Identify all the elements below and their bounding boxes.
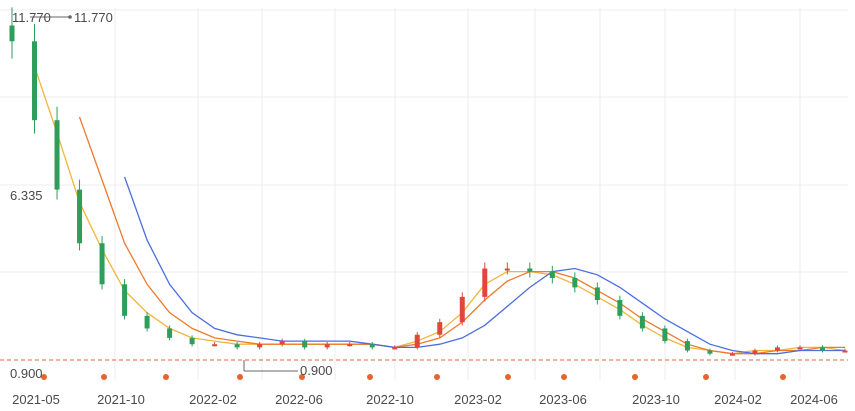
min-price-label: 0.900 <box>10 366 43 381</box>
x-axis-tick-label: 2021-05 <box>12 392 60 407</box>
mid-price-label: 6.335 <box>10 188 43 203</box>
candle-body <box>639 315 645 329</box>
event-marker-dot <box>632 374 638 380</box>
candle-body <box>842 350 848 353</box>
candle-body <box>797 347 803 350</box>
event-marker-dot <box>780 374 786 380</box>
candle-body <box>392 347 398 350</box>
event-markers <box>41 374 786 380</box>
candle-body <box>414 334 420 348</box>
candle-body <box>302 341 308 348</box>
event-marker-dot <box>561 374 567 380</box>
x-axis-tick-label: 2024-06 <box>790 392 838 407</box>
candle-body <box>549 271 555 278</box>
candle-body <box>774 347 780 351</box>
event-marker-dot <box>703 374 709 380</box>
grid-lines <box>0 8 848 380</box>
candle-body <box>594 287 600 301</box>
candle-body <box>504 268 510 271</box>
moving-average-line <box>33 66 846 355</box>
candle-body <box>324 344 330 348</box>
candle-body <box>572 277 578 288</box>
candle-body <box>212 344 218 347</box>
candle-body <box>662 328 668 342</box>
candle-body <box>234 344 240 348</box>
candle-body <box>122 284 128 316</box>
candle-body <box>729 353 735 356</box>
event-marker-dot <box>163 374 169 380</box>
x-axis-tick-label: 2023-10 <box>632 392 680 407</box>
x-axis-tick-label: 2024-02 <box>714 392 762 407</box>
candle-body <box>167 328 173 338</box>
x-axis-tick-label: 2021-10 <box>97 392 145 407</box>
candle-body <box>77 189 83 244</box>
moving-average-lines <box>33 66 846 355</box>
candlesticks <box>9 7 848 356</box>
candle-body <box>819 347 825 351</box>
candle-body <box>99 243 105 285</box>
x-axis-tick-labels: 2021-05 2021-10 2022-02 2022-06 2022-10 2023-… <box>12 392 838 407</box>
event-marker-dot <box>41 374 47 380</box>
event-marker-dot <box>237 374 243 380</box>
candle-body <box>54 120 60 190</box>
candle-body <box>369 344 375 348</box>
x-axis-tick-label: 2022-02 <box>189 392 237 407</box>
min-price-annotation: 0.900 <box>300 363 333 378</box>
x-axis-tick-label: 2023-06 <box>539 392 587 407</box>
candle-body <box>707 350 713 354</box>
candle-body <box>347 344 353 347</box>
candle-body <box>684 341 690 351</box>
event-marker-dot <box>101 374 107 380</box>
event-marker-dot <box>434 374 440 380</box>
event-marker-dot <box>367 374 373 380</box>
x-axis-tick-label: 2022-10 <box>366 392 414 407</box>
candle-body <box>617 300 623 316</box>
moving-average-line <box>123 176 845 355</box>
candle-body <box>189 337 195 345</box>
max-price-connector-dot <box>68 15 72 19</box>
event-marker-dot <box>505 374 511 380</box>
candle-body <box>279 341 285 345</box>
max-price-label: 11.770 <box>12 10 51 25</box>
candle-body <box>459 296 465 323</box>
candle-body <box>437 322 443 335</box>
x-axis-tick-label: 2022-06 <box>275 392 323 407</box>
candle-body <box>527 268 533 272</box>
candle-body <box>9 25 15 42</box>
candle-body <box>257 344 263 348</box>
max-price-annotation: 11.770 <box>74 10 113 25</box>
candle-body <box>32 41 38 121</box>
candle-body <box>482 268 488 297</box>
x-axis-tick-label: 2023-02 <box>454 392 502 407</box>
event-marker-dot <box>299 374 305 380</box>
candle-body <box>752 350 758 354</box>
candle-body <box>144 315 150 329</box>
